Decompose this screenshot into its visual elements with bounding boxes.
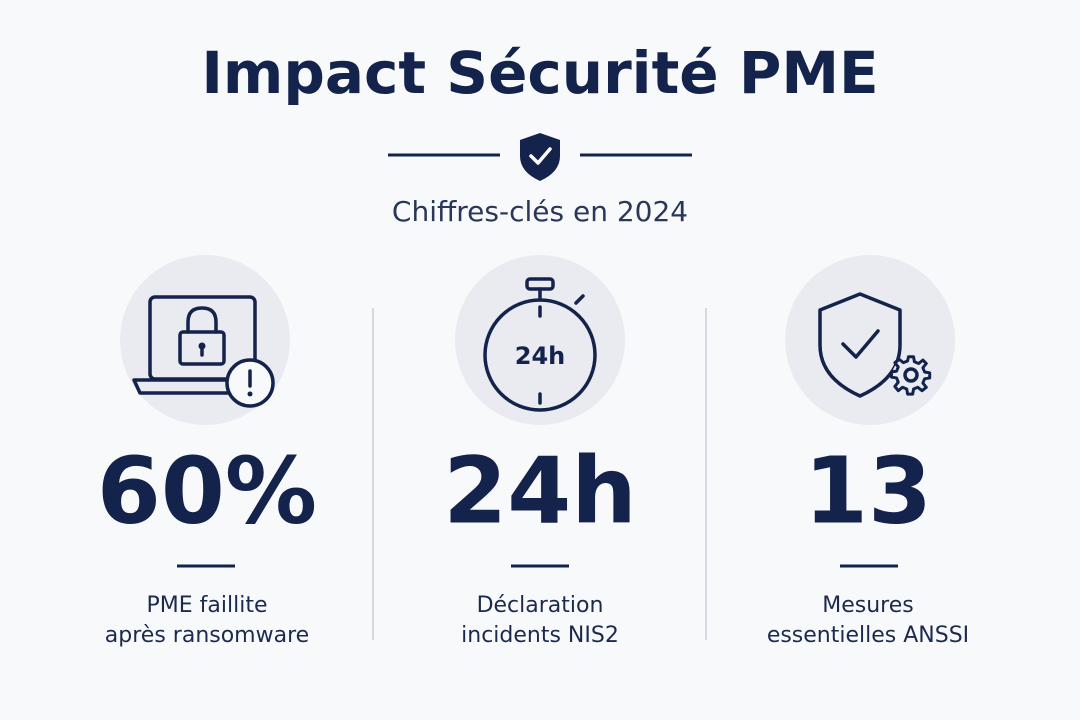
stat-label: Mesures	[822, 593, 913, 618]
stopwatch-label: 24h	[515, 342, 565, 370]
stat-label: Déclaration	[477, 593, 604, 618]
shield-gear-icon	[785, 255, 955, 425]
title-divider	[388, 133, 692, 181]
stat-label: essentielles ANSSI	[767, 623, 969, 648]
stat-label: incidents NIS2	[461, 623, 619, 648]
stat-label: PME faillite	[147, 593, 268, 618]
laptop-lock-icon	[120, 255, 290, 425]
stat-value: 60%	[97, 437, 317, 544]
stopwatch-icon	[455, 255, 625, 425]
stat-value: 13	[804, 437, 932, 544]
title: Impact Sécurité PME	[201, 39, 878, 107]
stat-value: 24h	[443, 437, 637, 544]
stat-label: après ransomware	[105, 623, 309, 648]
subtitle: Chiffres-clés en 2024	[392, 195, 688, 228]
